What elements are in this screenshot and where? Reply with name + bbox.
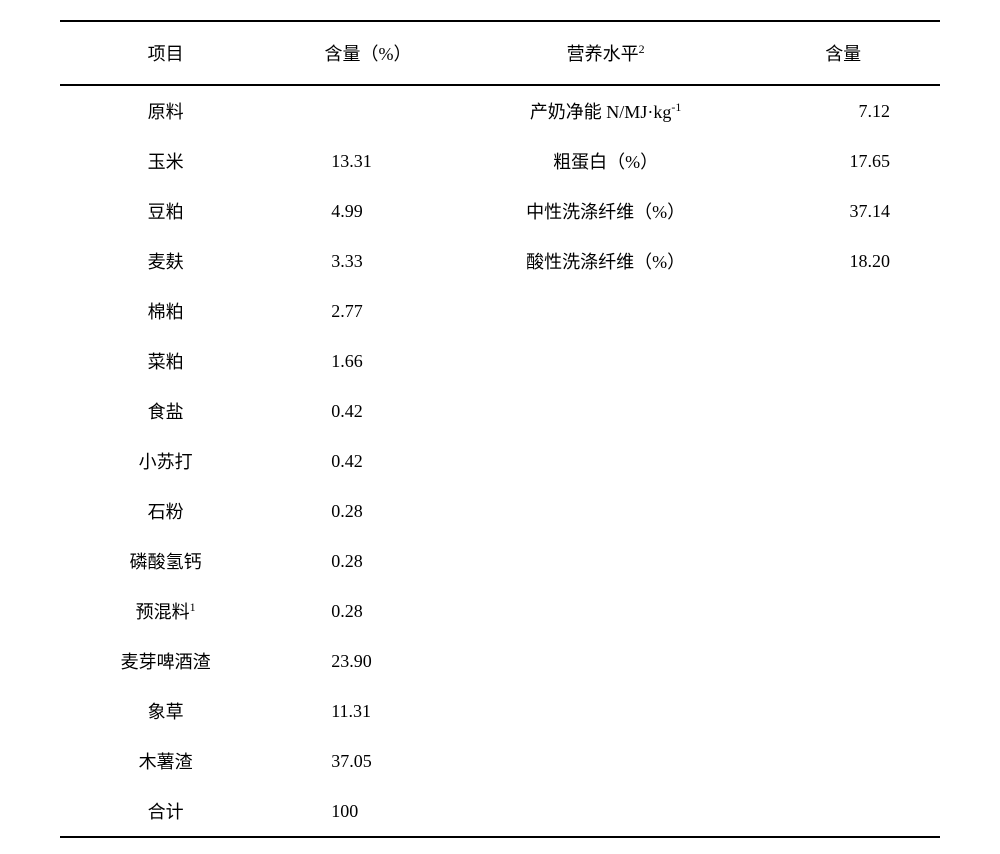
table-header-row: 项目 含量（%） 营养水平2 含量 <box>60 21 940 85</box>
cell-content-val <box>746 286 940 336</box>
table-row: 麦芽啤酒渣 23.90 <box>60 636 940 686</box>
cell-content-val: 17.65 <box>746 136 940 186</box>
table-row: 原料 产奶净能 N/MJ·kg-1 7.12 <box>60 85 940 136</box>
cell-item-text: 预混料 <box>136 602 190 622</box>
cell-item: 麦麸 <box>60 236 271 286</box>
cell-content-val <box>746 736 940 786</box>
data-table: 项目 含量（%） 营养水平2 含量 原料 产奶净能 N/MJ·kg-1 7.12… <box>60 20 940 838</box>
cell-nutrition <box>465 536 747 586</box>
table-row: 食盐 0.42 <box>60 386 940 436</box>
cell-content-val <box>746 586 940 636</box>
cell-nutrition: 酸性洗涤纤维（%） <box>465 236 747 286</box>
cell-content-pct: 37.05 <box>271 736 465 786</box>
table-body: 原料 产奶净能 N/MJ·kg-1 7.12 玉米 13.31 粗蛋白（%） 1… <box>60 85 940 837</box>
table-row: 石粉 0.28 <box>60 486 940 536</box>
table-row: 预混料1 0.28 <box>60 586 940 636</box>
cell-content-val: 18.20 <box>746 236 940 286</box>
cell-nutrition-sup: -1 <box>671 100 681 114</box>
cell-nutrition: 中性洗涤纤维（%） <box>465 186 747 236</box>
cell-item: 预混料1 <box>60 586 271 636</box>
cell-item-sup: 1 <box>190 600 196 614</box>
cell-content-pct: 13.31 <box>271 136 465 186</box>
cell-content-pct: 0.42 <box>271 436 465 486</box>
table-row: 棉粕 2.77 <box>60 286 940 336</box>
cell-item: 石粉 <box>60 486 271 536</box>
cell-item: 食盐 <box>60 386 271 436</box>
cell-content-val <box>746 786 940 837</box>
cell-item: 小苏打 <box>60 436 271 486</box>
header-col-2: 含量（%） <box>271 21 465 85</box>
cell-content-pct: 0.28 <box>271 586 465 636</box>
cell-content-pct: 4.99 <box>271 186 465 236</box>
cell-content-pct: 11.31 <box>271 686 465 736</box>
cell-content-val <box>746 486 940 536</box>
cell-nutrition <box>465 786 747 837</box>
cell-nutrition <box>465 436 747 486</box>
cell-item: 木薯渣 <box>60 736 271 786</box>
cell-nutrition <box>465 286 747 336</box>
cell-item: 合计 <box>60 786 271 837</box>
cell-content-pct: 3.33 <box>271 236 465 286</box>
table-row: 象草 11.31 <box>60 686 940 736</box>
cell-item: 棉粕 <box>60 286 271 336</box>
cell-content-val <box>746 636 940 686</box>
table-row: 菜粕 1.66 <box>60 336 940 386</box>
cell-item: 豆粕 <box>60 186 271 236</box>
cell-content-val: 7.12 <box>746 85 940 136</box>
cell-item: 象草 <box>60 686 271 736</box>
cell-content-pct: 0.42 <box>271 386 465 436</box>
cell-item: 菜粕 <box>60 336 271 386</box>
cell-content-pct: 23.90 <box>271 636 465 686</box>
cell-nutrition: 产奶净能 N/MJ·kg-1 <box>465 85 747 136</box>
cell-nutrition: 粗蛋白（%） <box>465 136 747 186</box>
table-row: 磷酸氢钙 0.28 <box>60 536 940 586</box>
table-row: 合计 100 <box>60 786 940 837</box>
cell-item: 玉米 <box>60 136 271 186</box>
cell-nutrition <box>465 586 747 636</box>
cell-nutrition <box>465 486 747 536</box>
table-row: 豆粕 4.99 中性洗涤纤维（%） 37.14 <box>60 186 940 236</box>
cell-content-val <box>746 436 940 486</box>
cell-content-val <box>746 386 940 436</box>
table-row: 木薯渣 37.05 <box>60 736 940 786</box>
cell-nutrition <box>465 736 747 786</box>
header-col-3: 营养水平2 <box>465 21 747 85</box>
cell-nutrition <box>465 386 747 436</box>
cell-content-val <box>746 536 940 586</box>
cell-nutrition <box>465 686 747 736</box>
cell-content-pct: 0.28 <box>271 536 465 586</box>
header-col-1: 项目 <box>60 21 271 85</box>
header-col-3-sup: 2 <box>639 42 645 56</box>
cell-content-pct <box>271 85 465 136</box>
cell-nutrition <box>465 636 747 686</box>
table-row: 玉米 13.31 粗蛋白（%） 17.65 <box>60 136 940 186</box>
cell-item: 麦芽啤酒渣 <box>60 636 271 686</box>
header-col-4: 含量 <box>746 21 940 85</box>
cell-content-val <box>746 686 940 736</box>
header-col-3-text: 营养水平 <box>567 44 639 64</box>
table-row: 小苏打 0.42 <box>60 436 940 486</box>
cell-content-pct: 1.66 <box>271 336 465 386</box>
cell-nutrition-text: 产奶净能 N/MJ·kg <box>530 102 672 122</box>
cell-content-pct: 2.77 <box>271 286 465 336</box>
cell-item: 原料 <box>60 85 271 136</box>
cell-content-val: 37.14 <box>746 186 940 236</box>
cell-nutrition <box>465 336 747 386</box>
cell-content-val <box>746 336 940 386</box>
cell-item: 磷酸氢钙 <box>60 536 271 586</box>
table-row: 麦麸 3.33 酸性洗涤纤维（%） 18.20 <box>60 236 940 286</box>
cell-content-pct: 0.28 <box>271 486 465 536</box>
cell-content-pct: 100 <box>271 786 465 837</box>
